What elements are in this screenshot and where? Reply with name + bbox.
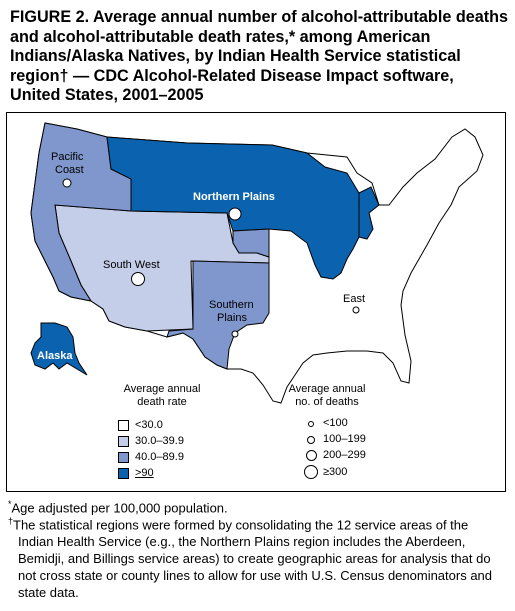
northern-plains-deaths-marker (228, 207, 242, 221)
legend-deaths-title-l1: Average annual (288, 383, 366, 395)
circle-xlarge-icon (304, 465, 318, 479)
legend-deaths-label: 200–299 (323, 449, 366, 461)
legend-rate-title-l2: death rate (137, 396, 187, 408)
label-alaska: Alaska (37, 350, 73, 362)
legend-rate-label: >90 (135, 467, 154, 479)
legend-deaths-item: ≥300 (303, 465, 347, 479)
circle-medium-icon (307, 435, 315, 444)
legend-deaths-label: 100–199 (323, 433, 366, 445)
south-west-deaths-marker (131, 272, 145, 286)
footnote-star-mark: * (8, 499, 12, 509)
region-southern-plains[interactable] (166, 228, 270, 370)
footnote-dagger: †The statistical regions were formed by … (8, 513, 504, 601)
us-region-map (30, 122, 484, 404)
legend-deaths-item: 200–299 (303, 449, 366, 462)
legend-rate-title-l1: Average annual (123, 383, 201, 395)
circle-small-icon (308, 420, 314, 427)
legend-rate-label: <30.0 (135, 419, 163, 431)
legend-swatch (118, 420, 129, 431)
label-east: East (343, 293, 366, 305)
map-frame: Pacific Coast Northern Plains South West… (6, 112, 506, 492)
label-pacific-l2: Coast (55, 164, 84, 176)
legend-rate-label: 40.0–89.9 (135, 451, 184, 463)
southern-plains-deaths-marker (231, 330, 239, 338)
legend-swatch (118, 436, 129, 447)
footnote-dagger-text: The statistical regions were formed by c… (13, 517, 493, 601)
legend-rate-item: 30.0–39.9 (118, 435, 184, 448)
legend-deaths-item: 100–199 (303, 433, 366, 446)
label-pacific-l1: Pacific (51, 151, 84, 163)
legend-rate-label: 30.0–39.9 (135, 435, 184, 447)
pacific-coast-deaths-marker (62, 178, 72, 188)
legend-swatch (118, 468, 129, 479)
figure-title: FIGURE 2. Average annual number of alcoh… (10, 8, 508, 104)
legend-deaths-title: Average annual no. of deaths (277, 383, 377, 409)
footnote-star-text: Age adjusted per 100,000 population. (11, 500, 228, 516)
region-alaska[interactable] (30, 322, 88, 376)
label-southern-l1: Southern (209, 299, 254, 311)
legend-deaths-label: <100 (323, 417, 348, 429)
label-northern-plains: Northern Plains (193, 191, 275, 203)
label-southern-l2: Plains (217, 312, 247, 324)
circle-large-icon (305, 450, 317, 461)
legend-deaths-label: ≥300 (323, 465, 348, 478)
label-south-west: South West (103, 259, 160, 271)
legend-swatch (118, 452, 129, 463)
footnote-star: *Age adjusted per 100,000 population. (8, 496, 504, 516)
legend-rate-item: >90 (118, 467, 154, 480)
legend-deaths-item: <100 (303, 417, 348, 430)
legend-rate-item: 40.0–89.9 (118, 451, 184, 464)
east-deaths-marker (352, 306, 360, 314)
region-northern-plains-michigan[interactable] (358, 186, 380, 240)
legend-rate-item: <30.0 (118, 419, 163, 432)
legend-rate-title: Average annual death rate (112, 383, 212, 409)
footnote-dagger-mark: † (8, 516, 14, 526)
legend-deaths-title-l2: no. of deaths (295, 396, 359, 408)
